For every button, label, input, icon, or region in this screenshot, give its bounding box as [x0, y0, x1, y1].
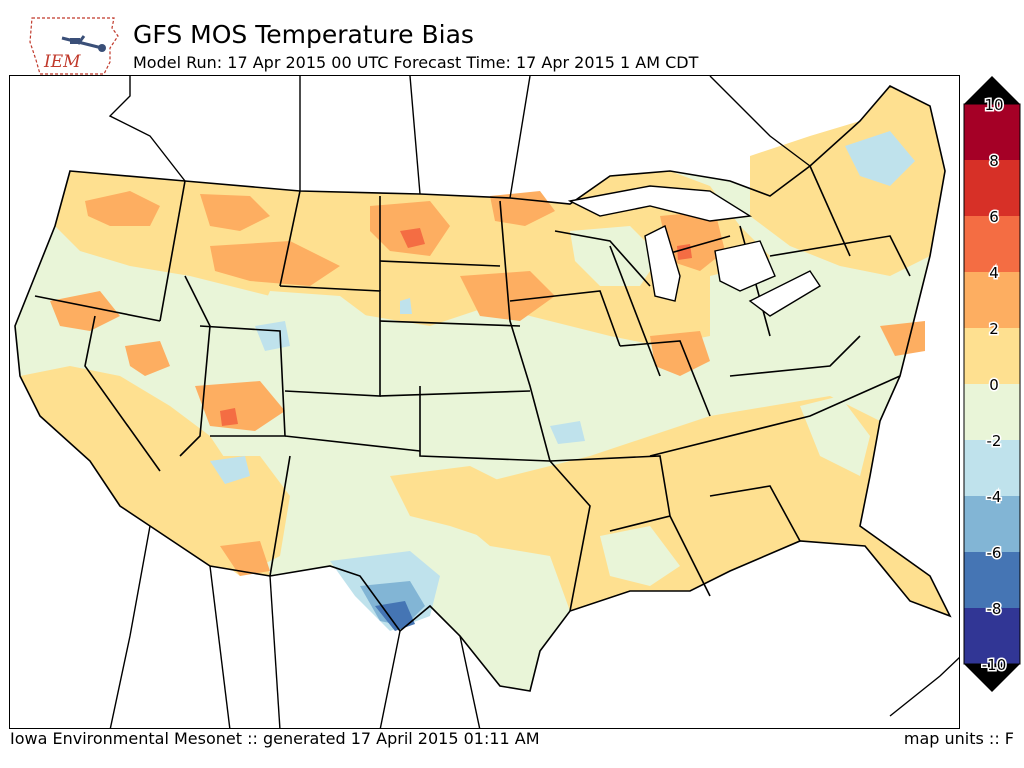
iowa-outline-icon	[29, 17, 119, 75]
colorbar-band	[964, 272, 1020, 328]
canada-mexico-borders	[108, 76, 959, 728]
logo-text: IEM	[43, 52, 81, 72]
colorbar-tick-label: 8	[989, 152, 999, 170]
colorbar-legend: 10 8 6 4 2 0 -2 -4 -6 -8 -10	[960, 74, 1024, 694]
colorbar-band	[964, 104, 1020, 160]
map-subtitle: Model Run: 17 Apr 2015 00 UTC Forecast T…	[133, 53, 699, 72]
colorbar-band	[964, 440, 1020, 496]
colorbar-extend-top	[964, 76, 1020, 104]
colorbar-tick-label: 6	[989, 208, 999, 226]
iem-logo: IEM	[26, 14, 122, 76]
colorbar-tick-label: 2	[989, 320, 999, 338]
footer-credit: Iowa Environmental Mesonet :: generated …	[10, 729, 540, 748]
colorbar-extend-bottom	[964, 664, 1020, 692]
colorbar-tick-label: 0	[989, 376, 999, 394]
colorbar-tick-label: -6	[987, 544, 1002, 562]
colorbar-band	[964, 384, 1020, 440]
map-panel	[9, 75, 960, 729]
wind-barb-icon	[61, 36, 103, 50]
map-units-label: map units :: F	[903, 729, 1014, 748]
colorbar-tick-label: 4	[989, 264, 999, 282]
colorbar-band	[964, 608, 1020, 664]
colorbar-band	[964, 160, 1020, 216]
colorbar-tick-label: -10	[982, 656, 1007, 674]
temperature-bias-field	[15, 86, 950, 691]
colorbar-band	[964, 552, 1020, 608]
colorbar-tick-label: -4	[987, 488, 1002, 506]
colorbar-tick-label: 10	[984, 96, 1003, 114]
colorbar-tick-label: -2	[987, 432, 1002, 450]
colorbar-band	[964, 328, 1020, 384]
colorbar-band	[964, 216, 1020, 272]
colorbar-band	[964, 496, 1020, 552]
colorbar-tick-label: -8	[987, 600, 1002, 618]
great-lakes	[567, 185, 821, 317]
map-title: GFS MOS Temperature Bias	[133, 20, 474, 49]
